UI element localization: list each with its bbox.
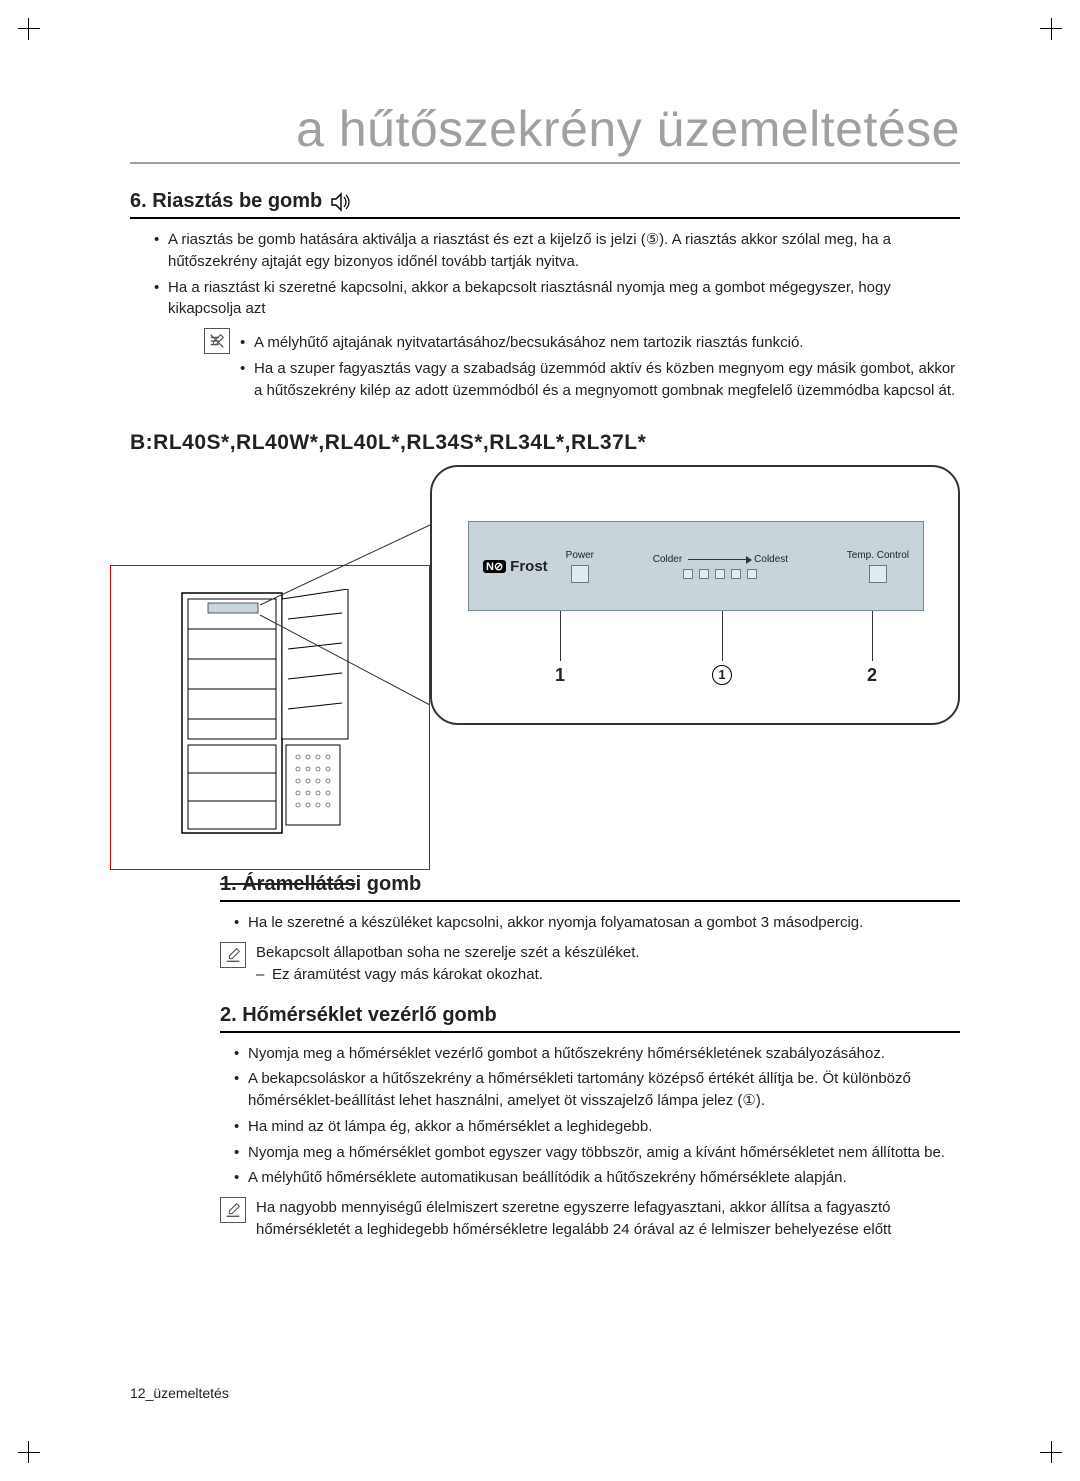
- crop-mark: [1040, 18, 1062, 40]
- bullet-item: A riasztás be gomb hatására aktiválja a …: [154, 229, 960, 273]
- section-2-heading: 2. Hőmérséklet vezérlő gomb: [220, 1004, 960, 1033]
- bullet-item: Ha le szeretné a készüléket kapcsolni, a…: [234, 912, 960, 934]
- page-title: a hűtőszekrény üzemeltetése: [130, 100, 960, 164]
- bullet-item: Ha mind az öt lámpa ég, akkor a hőmérsék…: [234, 1116, 960, 1138]
- crop-mark: [1040, 1441, 1062, 1463]
- section-2-body: Nyomja meg a hőmérséklet vezérlő gombot …: [220, 1043, 960, 1190]
- crop-mark: [18, 18, 40, 40]
- dash-item: Ez áramütést vagy más károkat okozhat.: [256, 964, 640, 986]
- control-panel-diagram: N⊘ Frost Power Colder Coldest: [130, 465, 960, 855]
- section-1-note: Bekapcsolt állapotban soha ne szerelje s…: [220, 942, 960, 986]
- bullet-item: A bekapcsoláskor a hűtőszekrény a hőmérs…: [234, 1068, 960, 1112]
- section-6-heading: 6. Riasztás be gomb: [130, 190, 960, 219]
- red-highlight-outer: [110, 565, 430, 870]
- note-icon: [220, 942, 246, 968]
- section-1-heading-rest: i gomb: [356, 873, 422, 895]
- section-1-bullets: Ha le szeretné a készüléket kapcsolni, a…: [220, 912, 960, 934]
- bullet-item: Nyomja meg a hőmérséklet gombot egyszer …: [234, 1142, 960, 1164]
- note-text: Bekapcsolt állapotban soha ne szerelje s…: [256, 942, 640, 964]
- model-list: B:RL40S*,RL40W*,RL40L*,RL34S*,RL34L*,RL3…: [130, 431, 960, 455]
- section-1-heading-strike: 1. Áramellátás: [220, 873, 356, 895]
- speaker-icon: [330, 192, 354, 212]
- crop-mark: [18, 1441, 40, 1463]
- section-6-bullets: A riasztás be gomb hatására aktiválja a …: [130, 229, 960, 320]
- page-footer: 12_üzemeltetés: [130, 1385, 229, 1401]
- note-icon: [220, 1197, 246, 1223]
- note-icon: [204, 328, 230, 354]
- section-6-note: A mélyhűtő ajtajának nyitvatartásához/be…: [204, 328, 960, 409]
- section-2-bullets: Nyomja meg a hőmérséklet vezérlő gombot …: [220, 1043, 960, 1190]
- section-6-note-list: A mélyhűtő ajtajának nyitvatartásához/be…: [240, 332, 960, 405]
- note-text: Ha nagyobb mennyiségű élelmiszert szeret…: [256, 1197, 960, 1241]
- section-1-note-sub: Ez áramütést vagy más károkat okozhat.: [256, 964, 640, 986]
- bullet-item: A mélyhűtő hőmérséklete automatikusan be…: [234, 1167, 960, 1189]
- section-2-note: Ha nagyobb mennyiségű élelmiszert szeret…: [220, 1197, 960, 1241]
- bullet-item: A mélyhűtő ajtajának nyitvatartásához/be…: [240, 332, 960, 354]
- section-1-body: Ha le szeretné a készüléket kapcsolni, a…: [220, 912, 960, 934]
- bullet-item: Nyomja meg a hőmérséklet vezérlő gombot …: [234, 1043, 960, 1065]
- manual-page: a hűtőszekrény üzemeltetése 6. Riasztás …: [0, 0, 1080, 1481]
- section-1-note-body: Bekapcsolt állapotban soha ne szerelje s…: [256, 942, 640, 986]
- section-1-heading: 1. Áramellátási gomb: [220, 873, 960, 902]
- section-6-heading-text: 6. Riasztás be gomb: [130, 190, 322, 213]
- bullet-item: Ha a szuper fagyasztás vagy a szabadság …: [240, 358, 960, 402]
- bullet-item: Ha a riasztást ki szeretné kapcsolni, ak…: [154, 277, 960, 321]
